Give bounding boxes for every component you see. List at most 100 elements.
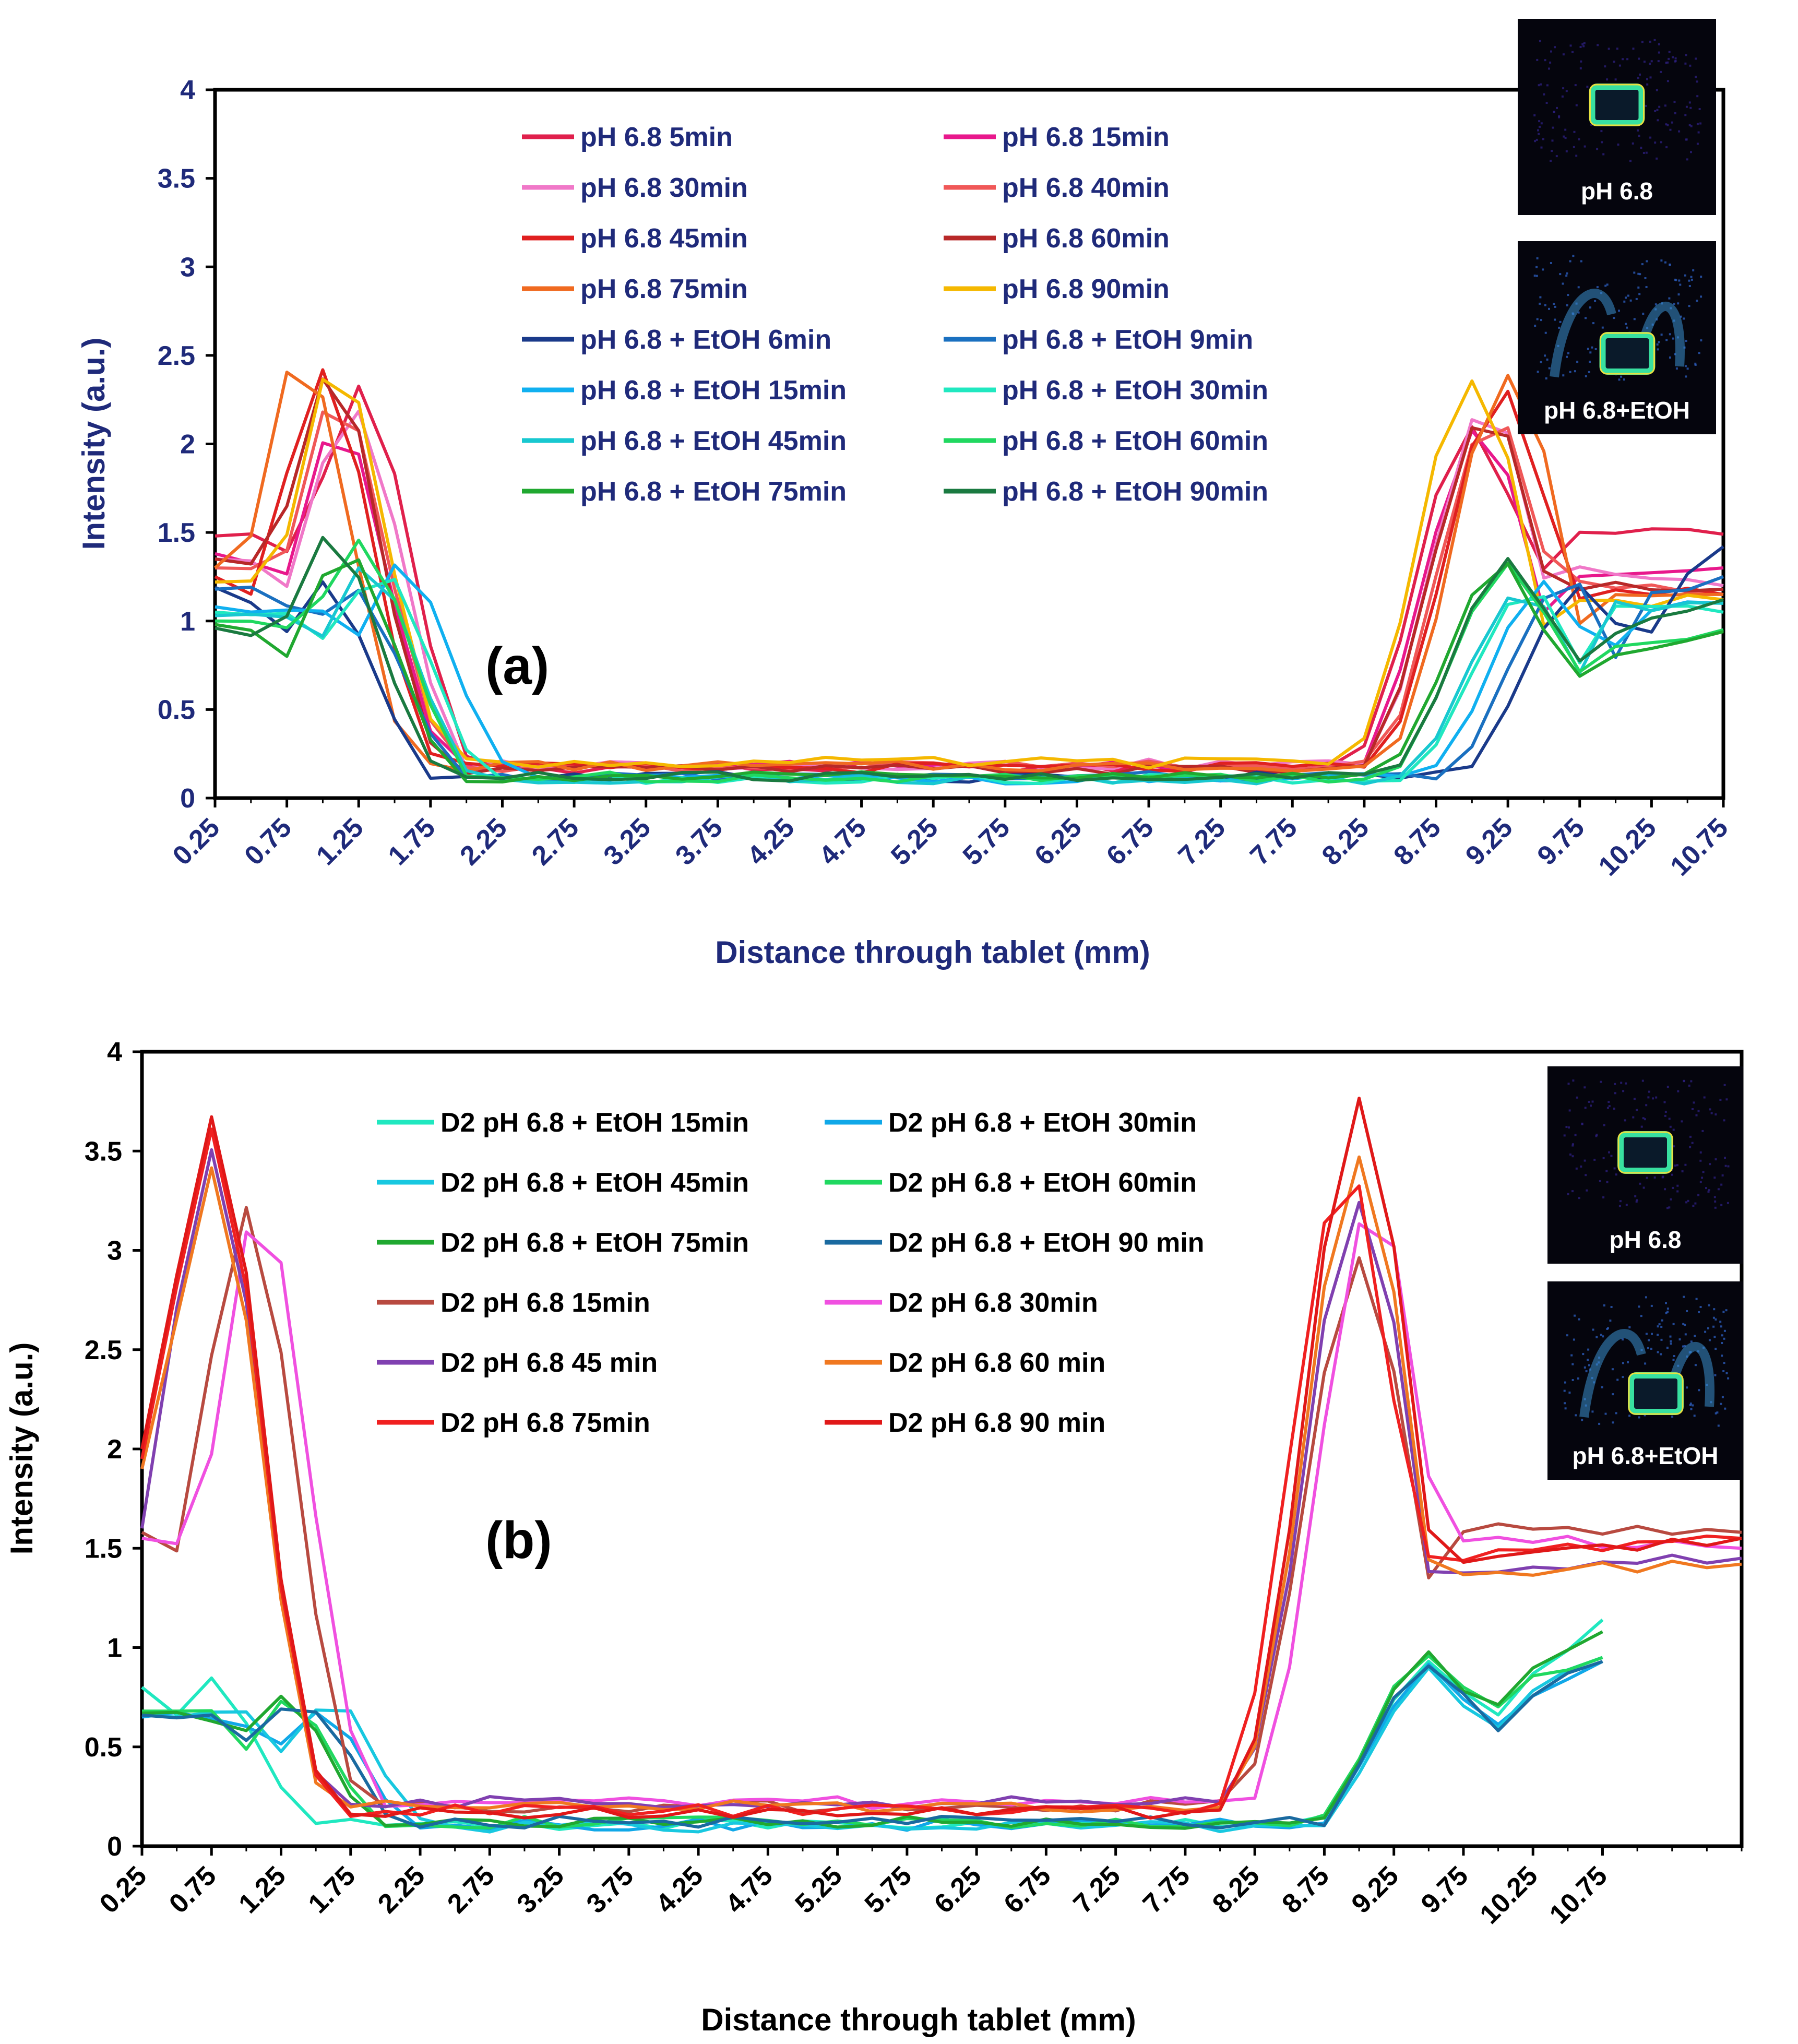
inset-speckle: [1573, 130, 1576, 133]
inset-speckle: [1625, 323, 1627, 325]
inset-speckle: [1638, 57, 1640, 60]
inset-speckle: [1669, 1335, 1672, 1338]
inset-speckle: [1594, 300, 1597, 302]
inset-speckle: [1567, 1083, 1570, 1085]
inset-speckle: [1586, 1189, 1588, 1192]
legend-label: D2 pH 6.8 90 min: [888, 1408, 1105, 1438]
inset-speckle: [1587, 1359, 1589, 1361]
inset-tablet-square: [1617, 1131, 1673, 1174]
inset-speckle: [1641, 263, 1644, 266]
x-tick-label: 9.25: [1346, 1860, 1405, 1919]
inset-speckle: [1602, 1335, 1604, 1338]
inset-speckle: [1660, 334, 1663, 336]
inset-speckle: [1654, 110, 1657, 112]
inset-speckle: [1725, 1309, 1728, 1312]
inset-speckle: [1645, 1333, 1648, 1335]
inset-speckle: [1699, 122, 1702, 125]
inset-speckle: [1693, 1101, 1695, 1104]
inset-speckle: [1604, 65, 1606, 68]
inset-speckle: [1668, 297, 1671, 300]
inset-speckle: [1640, 1125, 1643, 1128]
inset-speckle: [1678, 130, 1681, 133]
inset-speckle: [1720, 1403, 1722, 1405]
inset-speckle: [1663, 1101, 1666, 1103]
inset-speckle: [1574, 370, 1576, 373]
x-tick-label: 10.25: [1474, 1860, 1544, 1930]
inset-speckle: [1543, 93, 1545, 96]
inset-speckle: [1650, 1304, 1653, 1307]
x-tick-label: 4.75: [720, 1860, 779, 1919]
inset-speckle: [1710, 1112, 1713, 1114]
inset-speckle: [1678, 1338, 1681, 1341]
inset-speckle: [1707, 1191, 1710, 1193]
inset-speckle: [1660, 141, 1662, 144]
inset-speckle: [1686, 367, 1689, 370]
x-tick-label: 9.25: [1460, 812, 1519, 871]
inset-speckle: [1588, 1364, 1590, 1366]
inset-speckle: [1723, 1119, 1725, 1122]
inset-speckle: [1597, 44, 1599, 46]
legend-label: D2 pH 6.8 + EtOH 90 min: [888, 1228, 1204, 1258]
legend-label: D2 pH 6.8 75min: [440, 1408, 650, 1438]
inset-speckle: [1556, 106, 1558, 109]
inset-speckle: [1658, 341, 1660, 343]
legend-label: pH 6.8 75min: [580, 274, 748, 304]
inset-speckle: [1684, 1324, 1686, 1326]
inset-speckle: [1636, 1199, 1638, 1202]
inset-speckle: [1684, 1333, 1687, 1336]
inset-speckle: [1657, 1334, 1659, 1336]
inset-speckle: [1615, 1412, 1617, 1415]
inset-speckle: [1714, 1374, 1717, 1376]
inset-speckle: [1535, 266, 1538, 268]
inset-speckle: [1625, 1082, 1627, 1085]
y-tick-label: 3.5: [85, 1136, 122, 1167]
inset-speckle: [1626, 326, 1628, 329]
inset-speckle: [1559, 320, 1562, 323]
inset-speckle: [1688, 1084, 1690, 1087]
inset-speckle: [1722, 1370, 1725, 1372]
inset-speckle: [1569, 371, 1571, 373]
inset-speckle: [1578, 1197, 1580, 1199]
inset-speckle: [1580, 1165, 1582, 1168]
inset-speckle: [1714, 1200, 1717, 1203]
inset-speckle: [1700, 276, 1702, 278]
inset-speckle: [1672, 1323, 1675, 1325]
inset-speckle: [1705, 1187, 1707, 1190]
inset-speckle: [1573, 146, 1575, 148]
inset-speckle: [1640, 147, 1642, 149]
inset-speckle: [1697, 1194, 1700, 1196]
inset-speckle: [1658, 105, 1661, 108]
inset-speckle: [1674, 57, 1677, 60]
inset-speckle: [1566, 304, 1568, 306]
inset-speckle: [1648, 1090, 1650, 1093]
legend-label: pH 6.8 + EtOH 30min: [1002, 375, 1268, 406]
inset-speckle: [1655, 1096, 1658, 1099]
inset-speckle: [1690, 151, 1692, 153]
x-tick-label: 10.75: [1544, 1860, 1613, 1930]
inset-speckle: [1563, 1134, 1566, 1137]
y-tick-label: 3: [180, 252, 195, 282]
inset-speckle: [1632, 142, 1634, 145]
y-tick-label: 2: [107, 1434, 122, 1465]
y-tick-label: 1: [107, 1633, 122, 1663]
inset-speckle: [1639, 73, 1641, 76]
inset-speckle: [1677, 302, 1680, 305]
inset-speckle: [1536, 257, 1539, 259]
inset-speckle: [1635, 1201, 1638, 1203]
inset-speckle: [1589, 351, 1592, 354]
inset-speckle: [1577, 1377, 1579, 1380]
inset-speckle: [1576, 1096, 1578, 1099]
legend-label: D2 pH 6.8 30min: [888, 1288, 1098, 1318]
y-tick-label: 4: [180, 75, 195, 105]
legend-label: pH 6.8 + EtOH 15min: [580, 375, 847, 406]
inset-speckle: [1634, 1195, 1637, 1197]
inset-speckle: [1689, 1135, 1692, 1138]
y-tick-label: 2.5: [158, 341, 195, 371]
inset-speckle: [1645, 286, 1648, 288]
inset-speckle: [1657, 348, 1659, 351]
inset-speckle: [1721, 1354, 1723, 1357]
inset-speckle: [1591, 346, 1593, 349]
inset-speckle: [1708, 1189, 1710, 1192]
inset-speckle: [1574, 1314, 1576, 1317]
inset-speckle: [1660, 259, 1663, 262]
